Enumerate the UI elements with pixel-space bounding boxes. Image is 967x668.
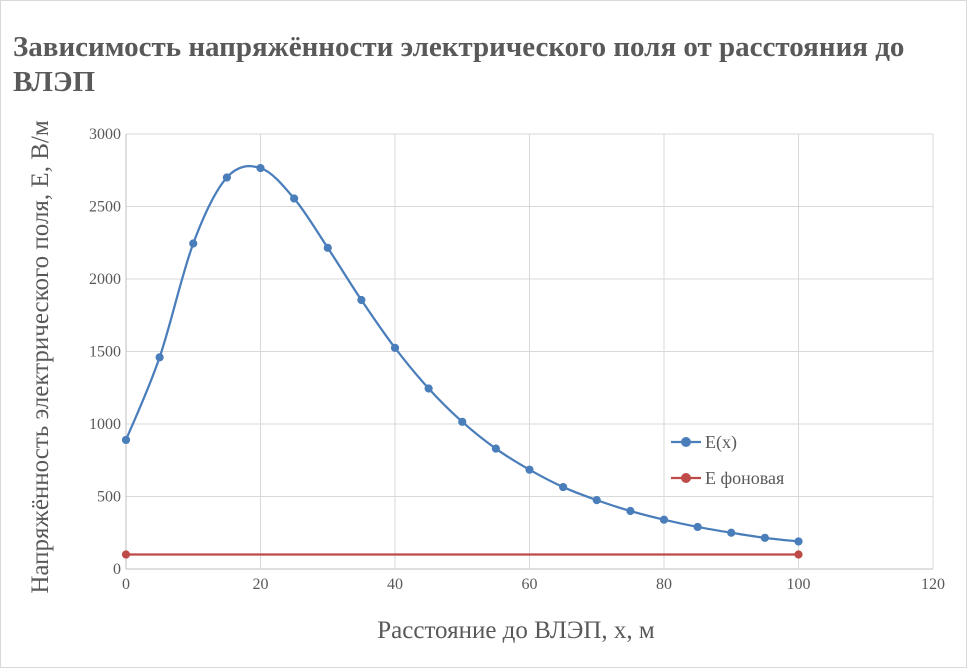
data-point xyxy=(559,482,568,492)
y-axis-label: Напряжённость электрического поля, E, В/… xyxy=(27,120,54,593)
y-tick-label: 2500 xyxy=(89,199,121,216)
data-point xyxy=(155,353,164,362)
x-tick-label: 20 xyxy=(253,576,269,593)
y-tick-label: 1000 xyxy=(89,416,121,433)
legend-marker xyxy=(681,473,691,483)
data-point xyxy=(491,444,500,453)
y-tick-label: 500 xyxy=(97,489,121,506)
data-point xyxy=(323,243,332,252)
data-point xyxy=(794,550,803,559)
y-tick-labels: 0 500 1000 1500 2000 2500 3000 xyxy=(89,126,121,578)
grid-lines xyxy=(125,133,934,570)
legend: E(x) E фоновая xyxy=(671,432,784,488)
data-point xyxy=(659,515,669,524)
chart-title: Зависимость напряжённости электрического… xyxy=(13,31,905,98)
data-point xyxy=(290,194,299,203)
y-tick-label: 3000 xyxy=(89,126,121,143)
data-point xyxy=(794,537,803,546)
legend-label: E(x) xyxy=(705,432,737,453)
data-point xyxy=(525,465,534,474)
plot-area xyxy=(121,163,803,559)
x-tick-label: 0 xyxy=(122,576,130,593)
y-tick-label: 0 xyxy=(113,561,121,578)
x-tick-label: 120 xyxy=(921,576,945,593)
x-tick-label: 100 xyxy=(787,576,811,593)
data-point xyxy=(693,522,702,532)
legend-marker xyxy=(681,437,691,447)
data-point xyxy=(256,163,265,173)
series-line xyxy=(124,165,799,543)
x-tick-labels: 0 20 40 60 80 100 120 xyxy=(122,576,945,593)
data-point xyxy=(121,550,131,559)
data-point xyxy=(424,384,433,393)
x-tick-label: 40 xyxy=(387,576,403,593)
data-point xyxy=(222,173,231,182)
y-tick-label: 2000 xyxy=(89,271,121,288)
data-point xyxy=(727,528,736,537)
x-tick-label: 80 xyxy=(656,576,672,593)
data-point xyxy=(121,435,131,445)
legend-label: E фоновая xyxy=(705,468,784,488)
x-tick-label: 60 xyxy=(522,576,538,593)
data-point xyxy=(357,295,366,305)
data-point xyxy=(189,239,198,248)
data-point xyxy=(626,506,635,516)
data-point xyxy=(760,533,769,542)
x-axis-label: Расстояние до ВЛЭП, x, м xyxy=(377,617,655,644)
data-point xyxy=(390,343,400,352)
data-point xyxy=(592,496,601,505)
data-point xyxy=(458,417,467,426)
y-tick-label: 1500 xyxy=(89,344,121,361)
